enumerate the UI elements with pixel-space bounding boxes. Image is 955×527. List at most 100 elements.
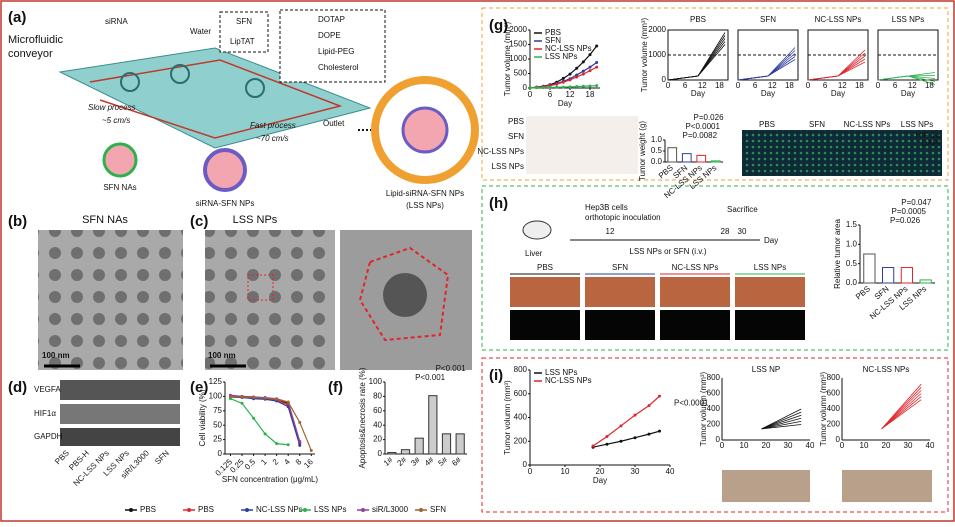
x-tick-label: 6 [893,81,898,90]
y-axis-label: Tumor volumn (mm³) [503,380,512,455]
x-tick-label: 18 [855,81,864,90]
bar [414,437,424,455]
x-tick-label: 10 [740,441,749,450]
curve [667,32,726,81]
y-tick-label: 400 [707,404,721,413]
y-tick-label: 125 [209,377,223,386]
point [575,75,579,79]
y-tick-label: 0 [523,460,528,469]
title: LSS NP [752,365,780,374]
annotation: P<0.0001 [674,398,709,407]
x-tick-label: 2 [271,457,281,467]
title: LSS NPs [901,120,933,129]
annotation: P<0.001 [415,373,446,382]
x-tick-label: 0 [528,467,533,476]
y-tick-label: 0 [218,449,223,458]
bar [919,279,932,284]
panel-frame [481,7,949,181]
curve [877,75,936,85]
panel-label: (b) [8,213,27,230]
point [309,449,313,453]
tem-image [38,230,183,370]
panel-label: (a) [8,9,26,26]
x-tick-label: 0 [806,81,811,90]
annotation: P=0.047 [901,198,932,207]
particle-core [401,106,449,154]
box [279,9,386,83]
point [275,442,279,446]
tumor-photo [526,116,638,174]
title: NC-LSS NPs [844,120,891,129]
y-tick-label: 1.5 [846,220,858,229]
legend-label: NC-LSS NPs [256,505,303,514]
line [230,398,289,446]
x-axis-label: Day [901,89,915,98]
row-label: SFN [508,132,524,141]
x-tick-label: 18 [785,81,794,90]
point [605,442,609,446]
y-tick-label: 1.0 [846,239,858,248]
annotation: P=0.026 [890,216,921,225]
y-tick-label: 0 [716,435,721,444]
x-tick-label: 0 [666,81,671,90]
point [633,436,637,440]
y-tick-label: 0.0 [651,157,663,166]
point [561,76,565,80]
point [588,84,592,88]
y-axis-label: Tumor volumn (mm³) [819,371,828,446]
title: SFN [760,15,776,24]
box [219,11,269,53]
text: 100 nm [42,351,70,360]
x-tick-label: 12 [838,81,847,90]
x-axis-label: SFN concentration (μg/mL) [222,475,319,484]
liver-photo [585,277,655,307]
bli-image [585,310,655,340]
x-tick-label: 16 [302,457,315,470]
legend-marker [245,508,249,512]
text: Fast process [250,121,296,130]
y-tick-label: 0 [523,83,528,92]
y-tick-label: 75 [213,406,222,415]
title: NC-LSS NPs [815,15,862,24]
x-tick-label: 2# [396,455,409,468]
x-tick-label: 5# [437,455,450,468]
bli-image [735,310,805,340]
point [252,416,256,420]
text: Lipid-PEG [318,47,354,56]
x-tick-label: 40 [806,441,815,450]
y-tick-label: 50 [213,420,222,429]
mouse-photo [842,470,932,502]
x-tick-label: 0.5 [243,457,258,472]
legend-label: SFN [545,36,561,45]
y-tick-label: 600 [827,389,841,398]
annotation: P=0.0082 [683,131,718,140]
x-tick-label: 0 [720,441,725,450]
point [555,85,559,89]
x-tick-label: 12 [566,90,575,99]
legend-label: DAPI [921,139,940,148]
point [619,424,623,428]
bar [441,433,452,455]
x-tick-label: 20 [762,441,771,450]
y-tick-label: 1.0 [651,135,663,144]
mouse-photo [722,470,810,502]
y-tick-label: 60 [373,406,382,415]
bar [387,452,397,455]
y-axis-label: Tumor volume (mm³) [640,17,649,92]
x-tick-label: 6 [753,81,758,90]
point [581,69,585,73]
point [575,85,579,89]
y-tick-label: 0.0 [846,278,858,287]
group-label: SFN [612,263,628,272]
x-axis-label: Day [831,89,845,98]
blot [60,404,180,424]
if-image [742,130,942,176]
x-tick-label: 3# [409,455,422,468]
x-tick-label: 30 [904,441,913,450]
point [298,443,302,447]
line [230,395,312,451]
point [568,85,572,89]
x-tick-label: 0 [840,441,845,450]
x-tick-label: 20 [596,467,605,476]
panel-a: (a) Microfluidic conveyor siRNA Water SF… [8,9,479,210]
